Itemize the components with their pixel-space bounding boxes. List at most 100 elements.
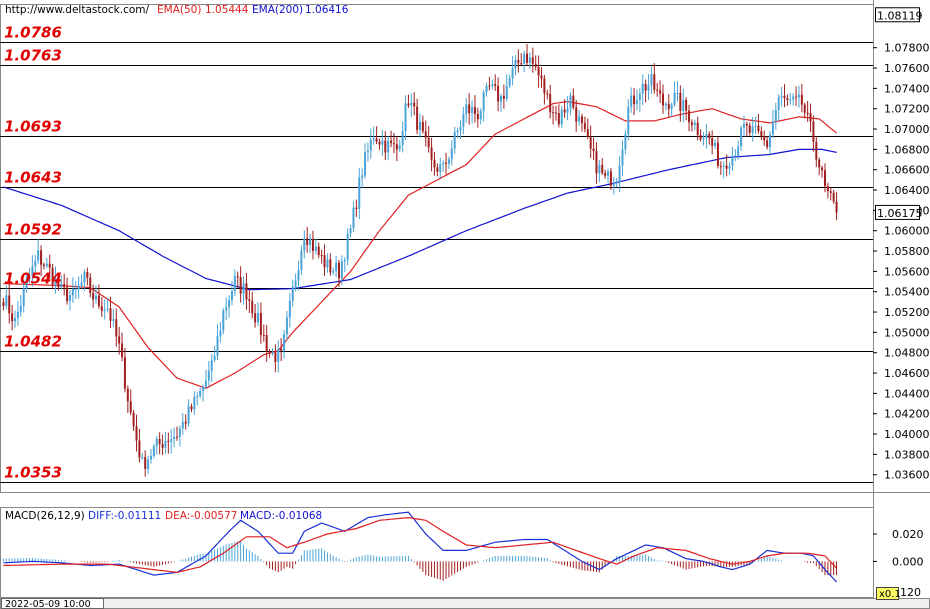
y-tick-label: 1.06000 (884, 225, 930, 238)
candle (659, 80, 662, 104)
candle-body (771, 121, 774, 135)
candle (604, 169, 607, 179)
candle-body (699, 135, 702, 140)
candle (719, 161, 722, 175)
candle-body (138, 440, 141, 458)
ema200-line (3, 148, 837, 291)
candle-body (135, 426, 138, 441)
candle-body (661, 93, 664, 106)
candle (254, 304, 257, 328)
candle (123, 347, 126, 393)
price-box-label: 1.08119 (877, 9, 923, 22)
candle-body (450, 148, 453, 160)
candle (398, 140, 401, 152)
candle (491, 79, 494, 90)
candle-body (2, 301, 5, 306)
candle-body (245, 283, 248, 300)
candle (447, 156, 450, 170)
zoom-label[interactable]: x0.1 (879, 589, 901, 600)
candle-body (97, 295, 100, 307)
candle (5, 285, 8, 310)
candle-body (653, 74, 656, 90)
candle-body (566, 108, 569, 113)
candle-body (219, 330, 222, 337)
candle-body (225, 307, 228, 311)
candle (161, 434, 164, 456)
candle (806, 100, 809, 122)
candle (635, 89, 638, 111)
candle-body (326, 259, 329, 268)
candle-body (731, 156, 734, 167)
candle-body (664, 103, 667, 106)
candle (624, 130, 627, 155)
candle (291, 279, 294, 307)
y-tick-label: 1.07400 (884, 82, 930, 95)
candle (552, 105, 555, 125)
candle-body (459, 126, 462, 131)
zoom-button[interactable] (876, 587, 899, 600)
candle-body (141, 457, 144, 459)
candle (57, 274, 60, 291)
candle-body (204, 380, 207, 387)
candle (294, 273, 297, 292)
candle (37, 239, 40, 264)
candle (135, 414, 138, 452)
y-tick-label: 1.04800 (884, 347, 930, 360)
candle-body (390, 140, 393, 144)
candle-body (763, 136, 766, 141)
candle-body (45, 263, 48, 267)
candle (11, 304, 14, 331)
candle (213, 345, 216, 363)
candle-body (262, 334, 265, 336)
candle (176, 426, 179, 441)
candle-body (14, 318, 17, 322)
candle-body (48, 263, 51, 268)
candle (112, 308, 115, 328)
candle-body (123, 357, 126, 389)
candle (303, 230, 306, 259)
candle (526, 44, 529, 66)
candle-body (531, 57, 534, 64)
candle (335, 256, 338, 277)
candle (309, 233, 312, 254)
candle-body (395, 144, 398, 150)
candle (129, 389, 132, 416)
candle (442, 160, 445, 173)
candle (404, 95, 407, 141)
candle (262, 324, 265, 342)
candle (716, 136, 719, 169)
candle (63, 273, 66, 296)
candle-body (783, 95, 786, 99)
candle (760, 126, 763, 140)
candle (158, 432, 161, 455)
candle-body (656, 89, 659, 91)
candle (427, 125, 430, 153)
candle (103, 299, 106, 320)
date-label: 2022-05-09 10:00 (5, 599, 91, 609)
candle (121, 332, 124, 362)
candle (439, 157, 442, 179)
candle (751, 116, 754, 142)
candle (774, 102, 777, 130)
candle-body (280, 348, 283, 351)
candle-body (346, 233, 349, 261)
level-label: 1.0786 (4, 24, 62, 42)
candle-body (5, 295, 8, 306)
candle (424, 120, 427, 147)
candle-body (242, 283, 245, 294)
candle (766, 136, 769, 150)
level-label: 1.0643 (4, 169, 62, 187)
level-label: 1.0763 (4, 47, 62, 65)
y-tick-label: 1.04000 (884, 428, 930, 441)
candle (572, 88, 575, 110)
candle (115, 308, 118, 347)
candle-body (792, 96, 795, 100)
candle-body (349, 228, 352, 234)
candlesticks (2, 44, 838, 477)
candle-body (766, 140, 769, 148)
candle-body (210, 359, 213, 371)
candle-body (60, 283, 63, 288)
candle-body (8, 295, 11, 314)
candle-body (751, 126, 754, 133)
